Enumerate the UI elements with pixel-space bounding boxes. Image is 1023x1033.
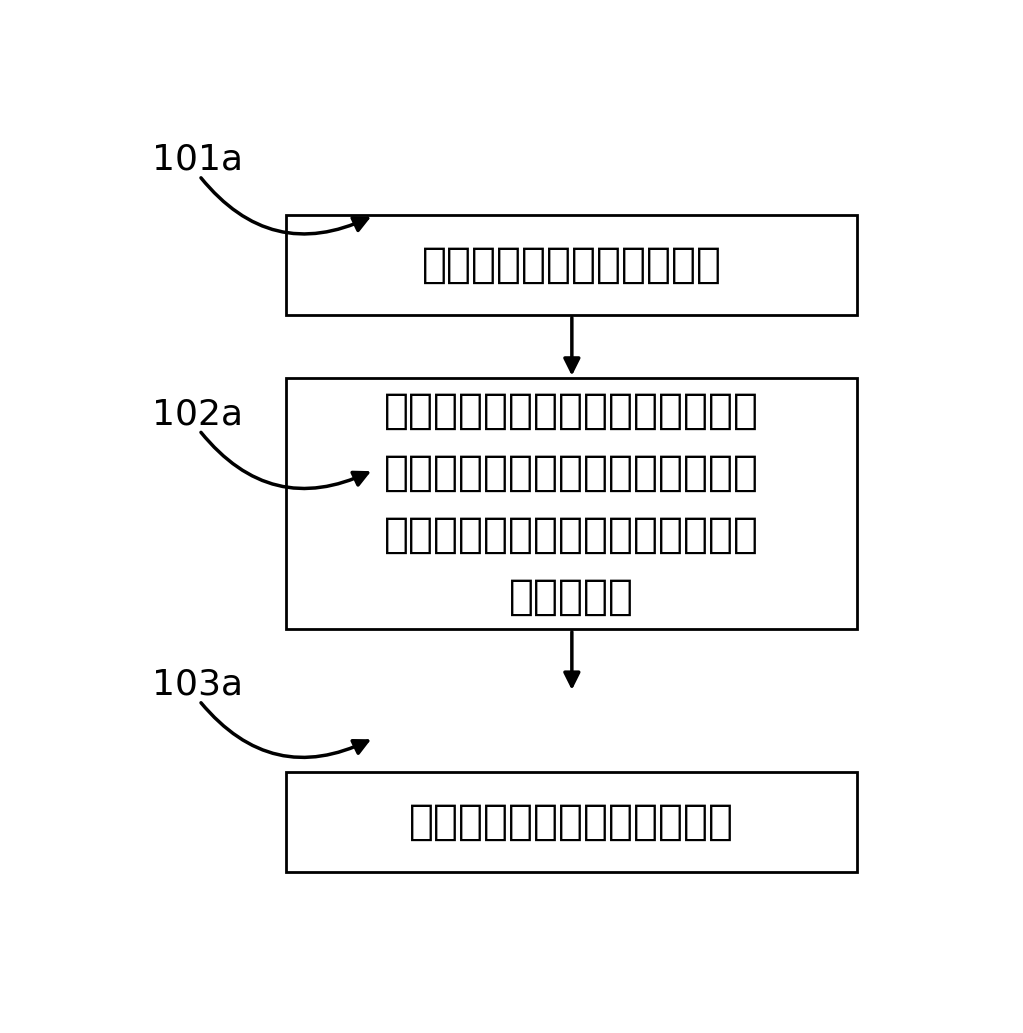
Text: 101a: 101a: [151, 143, 242, 177]
Text: 103a: 103a: [151, 667, 242, 701]
Text: 若可选小区的小区信号值满足标准
小区接入准则，根据信号强度和历
史驻留成功率在所述可选小区中选
取有效小区: 若可选小区的小区信号值满足标准 小区接入准则，根据信号强度和历 史驻留成功率在所…: [385, 390, 759, 618]
Text: 移动终端获取可选小区信号: 移动终端获取可选小区信号: [421, 244, 722, 286]
Text: 移动终端在所述有效小区驻留: 移动终端在所述有效小区驻留: [409, 801, 735, 843]
FancyBboxPatch shape: [286, 216, 857, 315]
FancyBboxPatch shape: [286, 773, 857, 872]
FancyBboxPatch shape: [286, 378, 857, 629]
Text: 102a: 102a: [151, 398, 242, 432]
